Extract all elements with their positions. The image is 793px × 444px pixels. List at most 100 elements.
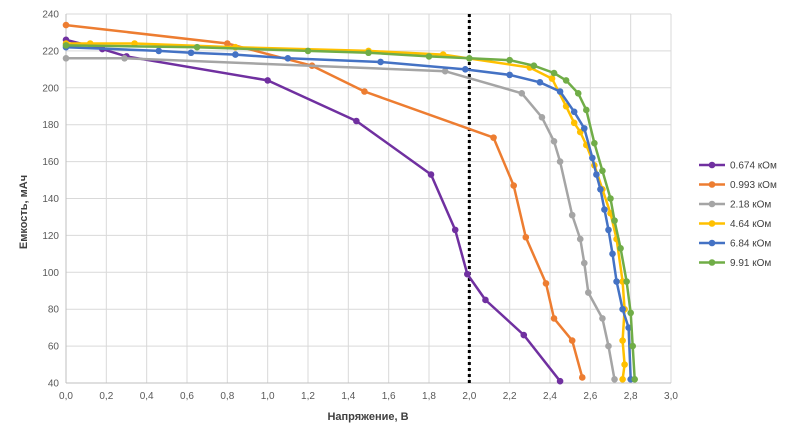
data-point xyxy=(542,280,550,287)
data-point xyxy=(568,211,576,219)
data-point xyxy=(427,171,435,178)
legend-label: 2.18 кОм xyxy=(730,200,771,211)
data-point xyxy=(591,139,598,147)
data-point xyxy=(623,278,630,285)
series-group xyxy=(62,21,638,385)
data-point xyxy=(574,90,582,97)
data-point xyxy=(62,54,70,62)
y-axis-title: Емкость, мАч xyxy=(18,175,30,249)
data-point xyxy=(550,69,558,77)
data-point xyxy=(264,77,271,84)
data-point xyxy=(619,376,626,383)
x-tick-label: 1,0 xyxy=(261,391,275,402)
data-point xyxy=(570,119,578,127)
data-point xyxy=(580,259,588,267)
data-point xyxy=(482,296,489,304)
y-tick-label: 100 xyxy=(42,268,59,279)
legend-item: 0.674 кОм xyxy=(699,161,777,172)
series-1 xyxy=(62,36,564,385)
series-line xyxy=(65,45,632,380)
data-point xyxy=(284,54,292,62)
data-point xyxy=(224,40,231,47)
data-point xyxy=(568,337,576,344)
series-6 xyxy=(62,42,638,383)
x-tick-label: 1,8 xyxy=(422,391,436,402)
data-point xyxy=(619,337,626,344)
data-point xyxy=(62,21,70,29)
data-point xyxy=(599,315,606,322)
data-point xyxy=(522,233,530,241)
x-tick-label: 1,2 xyxy=(301,391,315,402)
series-line xyxy=(66,57,616,380)
data-point xyxy=(518,90,526,97)
legend-swatch-marker xyxy=(708,181,716,188)
x-tick-label: 1,6 xyxy=(382,391,396,402)
data-point xyxy=(441,67,449,75)
data-point xyxy=(121,54,128,62)
data-point xyxy=(611,376,618,383)
legend-swatch-marker xyxy=(708,161,716,169)
x-tick-label: 0,2 xyxy=(99,391,113,402)
y-tick-label: 140 xyxy=(42,194,59,205)
x-tick-label: 1,4 xyxy=(341,391,355,402)
data-point xyxy=(556,158,564,165)
data-point xyxy=(589,154,596,162)
series-4 xyxy=(62,40,628,383)
y-tick-label: 120 xyxy=(42,231,59,242)
legend-item: 4.64 кОм xyxy=(699,219,771,230)
series-line xyxy=(65,44,636,380)
data-point xyxy=(597,185,604,193)
data-point xyxy=(629,342,636,350)
data-point xyxy=(425,53,433,60)
data-point xyxy=(530,62,538,69)
y-tick-label: 200 xyxy=(42,83,59,94)
y-tick-label: 160 xyxy=(42,157,59,168)
data-point xyxy=(631,376,638,383)
data-point xyxy=(621,361,628,368)
data-point xyxy=(601,206,608,213)
x-tick-label: 0,0 xyxy=(59,391,73,402)
legend-swatch-marker xyxy=(708,239,716,247)
x-tick-label: 0,8 xyxy=(220,391,234,402)
data-point xyxy=(627,309,634,317)
legend-label: 6.84 кОм xyxy=(730,239,771,250)
x-tick-label: 2,2 xyxy=(503,391,517,402)
data-point xyxy=(466,54,473,62)
data-point xyxy=(548,75,556,82)
series-line xyxy=(65,38,562,382)
data-point xyxy=(62,42,70,49)
data-point xyxy=(490,134,497,141)
legend-item: 6.84 кОм xyxy=(699,239,771,250)
data-point xyxy=(570,108,578,116)
x-tick-label: 3,0 xyxy=(664,391,678,402)
x-tick-label: 0,6 xyxy=(180,391,194,402)
data-point xyxy=(583,106,590,114)
data-point xyxy=(506,56,513,64)
data-point xyxy=(377,58,384,66)
data-point xyxy=(506,71,513,79)
y-tick-label: 60 xyxy=(48,342,60,353)
data-point xyxy=(462,66,469,73)
data-point xyxy=(550,315,558,322)
y-tick-label: 220 xyxy=(42,46,59,57)
data-point xyxy=(538,114,546,121)
legend: 0.674 кОм 0.993 кОм 2.18 кОм 4.64 кОм 6.84 к… xyxy=(699,161,777,269)
legend-item: 2.18 кОм xyxy=(699,200,771,211)
data-point xyxy=(451,226,459,234)
data-point xyxy=(155,47,163,55)
legend-label: 0.993 кОм xyxy=(730,180,777,191)
data-point xyxy=(607,195,614,202)
legend-swatch-marker xyxy=(708,200,716,208)
data-point xyxy=(585,289,592,296)
y-tick-label: 240 xyxy=(42,10,59,21)
data-point xyxy=(193,43,201,51)
data-point xyxy=(611,217,618,224)
data-point xyxy=(605,342,612,350)
data-point xyxy=(520,331,528,339)
series-line xyxy=(65,23,584,378)
data-point xyxy=(232,51,239,58)
y-tick-label: 80 xyxy=(48,305,60,316)
data-point xyxy=(593,171,600,178)
data-point xyxy=(556,88,564,95)
legend-label: 4.64 кОм xyxy=(730,219,771,230)
